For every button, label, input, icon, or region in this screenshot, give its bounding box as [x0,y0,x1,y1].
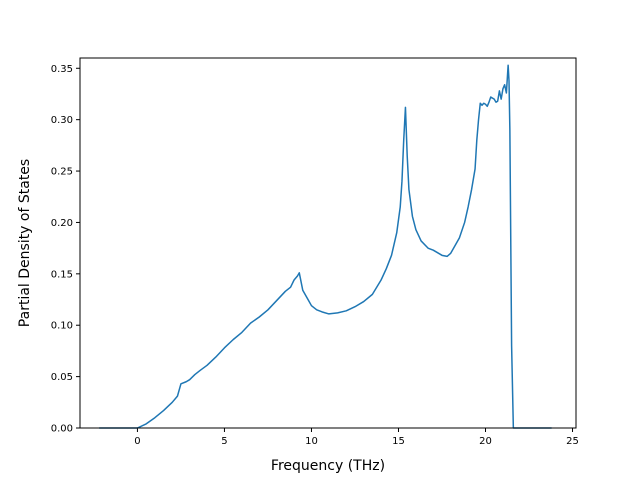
pdos-series-line [99,64,552,429]
x-tick-label: 10 [305,436,318,447]
y-tick-label: 0.25 [51,167,73,178]
x-tick-label: 0 [134,436,140,447]
x-tick-label: 20 [479,436,492,447]
y-tick-label: 0.20 [51,218,73,229]
x-axis-ticks: 0 5 10 15 20 25 [134,428,579,447]
x-tick-label: 15 [392,436,405,447]
x-axis-label: Frequency (THz) [271,458,385,474]
plot-frame [79,57,577,429]
y-tick-label: 0.15 [51,269,73,280]
y-axis-ticks: 0.00 0.05 0.10 0.15 0.20 0.25 0.30 0.35 [51,64,80,435]
y-tick-label: 0.10 [51,321,73,332]
y-tick-label: 0.00 [51,424,73,435]
y-tick-label: 0.30 [51,115,73,126]
plot-area [80,58,576,428]
x-tick-label: 5 [221,436,227,447]
series-layer [99,64,552,429]
y-axis-label: Partial Density of States [17,159,33,327]
y-tick-label: 0.35 [51,64,73,75]
x-tick-label: 25 [566,436,579,447]
y-tick-label: 0.05 [51,372,73,383]
